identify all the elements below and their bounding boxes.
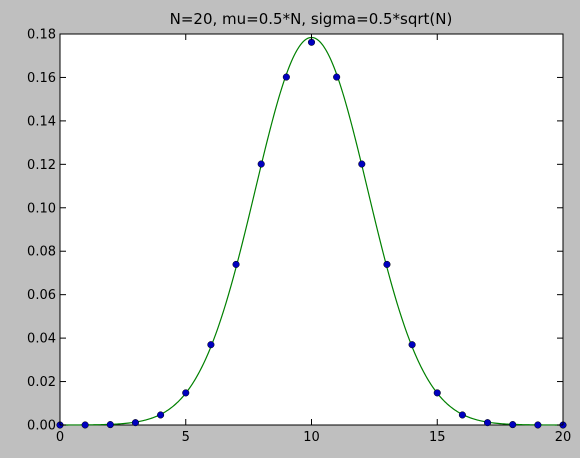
y-tick-label: 0.14 <box>27 114 56 129</box>
data-point <box>484 419 492 427</box>
data-point <box>207 341 215 349</box>
data-point <box>282 73 290 81</box>
data-point <box>182 389 190 397</box>
data-point <box>131 419 139 427</box>
y-tick-label: 0.12 <box>27 158 56 173</box>
data-point <box>232 260 240 268</box>
data-point <box>534 421 542 429</box>
data-point <box>333 73 341 81</box>
y-tick-label: 0.06 <box>27 288 56 303</box>
axis-layer: 0 5 10 15 20 0.00 0.02 0.04 0.06 0.08 0.10 0.12 0.14… <box>27 28 571 446</box>
x-tick-label: 5 <box>182 430 190 445</box>
x-tick-label: 20 <box>555 430 572 445</box>
plot-area <box>59 33 564 426</box>
data-point <box>433 389 441 397</box>
y-tick-label: 0.16 <box>27 71 56 86</box>
data-point <box>408 341 416 349</box>
points-layer <box>56 38 567 429</box>
data-point <box>509 421 517 429</box>
data-point <box>358 160 366 168</box>
x-tick-label: 15 <box>429 430 446 445</box>
data-point <box>81 421 89 429</box>
data-point <box>257 160 265 168</box>
chart-title: N=20, mu=0.5*N, sigma=0.5*sqrt(N) <box>170 10 453 28</box>
data-point <box>383 260 391 268</box>
y-tick-label: 0.02 <box>27 375 56 390</box>
x-tick-label: 0 <box>56 430 64 445</box>
y-tick-label: 0.18 <box>27 28 56 43</box>
x-tick-label: 10 <box>303 430 320 445</box>
data-point <box>458 411 466 419</box>
y-tick-label: 0.00 <box>27 419 56 434</box>
data-point <box>157 411 165 419</box>
y-tick-label: 0.04 <box>27 332 56 347</box>
y-tick-label: 0.08 <box>27 245 56 260</box>
data-point <box>106 421 114 429</box>
y-tick-label: 0.10 <box>27 201 56 216</box>
